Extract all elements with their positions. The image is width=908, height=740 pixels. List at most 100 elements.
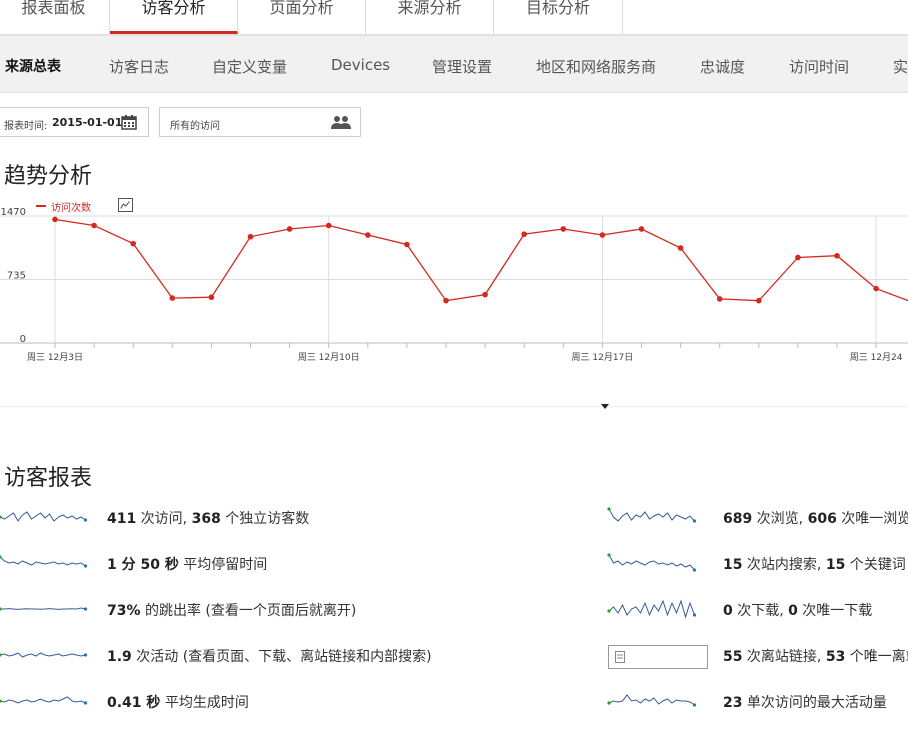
report-metric: 15 次站内搜索, 15 个关键词 bbox=[723, 554, 906, 574]
sparkline[interactable] bbox=[607, 689, 699, 713]
sparkline-marker bbox=[0, 515, 2, 519]
segment-selector[interactable]: 所有的访问 bbox=[159, 107, 361, 137]
data-point bbox=[365, 232, 371, 238]
data-point bbox=[208, 294, 215, 301]
tab-pages[interactable]: 页面分析 bbox=[238, 0, 366, 34]
subnav-custom-variables[interactable]: 自定义变量 bbox=[212, 58, 288, 76]
metric-value: 368 bbox=[191, 511, 221, 527]
sparkline-marker bbox=[607, 609, 611, 613]
metric-value: 53 bbox=[825, 649, 846, 665]
sparkline[interactable] bbox=[0, 505, 90, 529]
metric-value: 23 bbox=[723, 695, 743, 711]
chart-type-icon[interactable] bbox=[118, 198, 133, 212]
sparkline-path bbox=[0, 511, 86, 522]
sparkline[interactable] bbox=[0, 643, 90, 667]
subnav-overview[interactable]: 来源总表 bbox=[5, 59, 61, 75]
sparkline-marker bbox=[83, 607, 88, 611]
sparkline-marker bbox=[0, 555, 2, 559]
metric-value: 1 分 50 秒 bbox=[107, 557, 179, 573]
data-point bbox=[638, 226, 645, 232]
data-point bbox=[169, 295, 176, 301]
sparkline-marker bbox=[0, 699, 2, 703]
subnav-devices[interactable]: Devices bbox=[331, 56, 391, 74]
visitor-report-title: 访客报表 bbox=[4, 466, 93, 491]
sparkline-path bbox=[0, 696, 86, 704]
date-label: 报表时间: bbox=[4, 121, 48, 132]
subnav-visitor-log[interactable]: 访客日志 bbox=[109, 58, 170, 76]
expand-icon[interactable] bbox=[570, 403, 640, 413]
data-point bbox=[52, 216, 58, 223]
sparkline[interactable] bbox=[607, 505, 699, 529]
metric-label: 次离站链接, bbox=[742, 649, 826, 665]
data-point bbox=[325, 222, 332, 229]
sparkline-marker bbox=[83, 518, 88, 522]
sparkline-marker bbox=[0, 653, 2, 657]
report-metric: 73% 的跳出率 (查看一个页面后就离开) bbox=[107, 600, 356, 620]
data-point bbox=[756, 297, 762, 304]
data-point bbox=[91, 222, 97, 229]
subnav-more[interactable]: 实 bbox=[893, 58, 908, 76]
data-point bbox=[716, 296, 723, 302]
metric-label: 个独立访客数 bbox=[220, 511, 310, 527]
tab-dashboard[interactable]: 报表面板 bbox=[0, 0, 110, 34]
sparkline[interactable] bbox=[607, 597, 699, 621]
tab-referrers[interactable]: 来源分析 bbox=[366, 0, 494, 34]
tab-goals[interactable]: 目标分析 bbox=[494, 0, 623, 34]
sparkline-marker bbox=[692, 519, 697, 523]
subnav-settings[interactable]: 管理设置 bbox=[432, 58, 493, 76]
metric-value: 15 bbox=[825, 557, 846, 573]
metric-label: 次站内搜索, bbox=[742, 557, 826, 573]
sparkline[interactable] bbox=[0, 597, 90, 621]
data-point bbox=[286, 226, 293, 232]
x-tick-label: 周三 12月17日 bbox=[572, 352, 634, 363]
metric-value: 0 bbox=[723, 603, 733, 619]
sparkline-path bbox=[0, 556, 86, 567]
sparkline-loading bbox=[608, 645, 708, 669]
data-point bbox=[834, 252, 840, 259]
subnav-visit-times[interactable]: 访问时间 bbox=[789, 58, 850, 76]
metric-label: 的跳出率 (查看一个页面后就离开) bbox=[140, 603, 357, 619]
metric-label: 次访问, bbox=[136, 511, 192, 527]
metric-label: 次浏览, bbox=[752, 511, 808, 527]
tab-visitors[interactable]: 访客分析 bbox=[110, 0, 238, 34]
sparkline-marker bbox=[692, 568, 697, 572]
sparkline-marker bbox=[0, 607, 2, 611]
sparkline[interactable] bbox=[0, 551, 90, 575]
y-tick-label: 0 bbox=[20, 334, 26, 345]
metric-value: 73% bbox=[107, 603, 141, 619]
trend-chart: 0 735 1470 周三 12月3日 周三 12月10日 周三 12月17日 周三 12月… bbox=[0, 207, 908, 363]
sparkline-marker bbox=[692, 703, 697, 707]
subnav-locations-provider[interactable]: 地区和网络服务商 bbox=[536, 58, 657, 76]
sparkline[interactable] bbox=[607, 551, 699, 575]
data-point bbox=[443, 297, 449, 304]
metric-label: 次唯一浏览 bbox=[836, 511, 908, 527]
data-point bbox=[521, 231, 527, 237]
sparkline-path bbox=[608, 599, 695, 619]
legend-label[interactable]: 访问次数 bbox=[51, 203, 91, 214]
metric-value: 0 bbox=[788, 603, 798, 619]
users-icon bbox=[331, 116, 351, 129]
metric-label: 平均生成时间 bbox=[160, 695, 249, 711]
sparkline-marker bbox=[607, 553, 611, 557]
data-point bbox=[247, 233, 254, 240]
report-metric: 411 次访问, 368 个独立访客数 bbox=[107, 508, 309, 528]
calendar-icon[interactable] bbox=[121, 114, 137, 130]
date-selector[interactable]: 报表时间: 2015-01-01 bbox=[0, 107, 149, 137]
data-point bbox=[873, 285, 879, 292]
subnav-engagement[interactable]: 忠诚度 bbox=[700, 58, 746, 76]
sparkline[interactable] bbox=[0, 689, 90, 713]
document-icon bbox=[615, 651, 625, 663]
legend-swatch bbox=[36, 205, 46, 207]
report-metric: 23 单次访问的最大活动量 bbox=[723, 692, 887, 712]
trend-title: 趋势分析 bbox=[4, 164, 93, 189]
sparkline-marker bbox=[607, 701, 611, 705]
metric-value: 411 bbox=[107, 511, 137, 527]
report-metric: 55 次离站链接, 53 个唯一离站链接 bbox=[723, 646, 908, 666]
data-point bbox=[482, 291, 488, 298]
sparkline-path bbox=[608, 508, 695, 522]
metric-value: 55 bbox=[723, 649, 743, 665]
metric-value: 606 bbox=[807, 511, 837, 527]
series-line bbox=[54, 218, 908, 302]
report-metric: 0.41 秒 平均生成时间 bbox=[107, 692, 249, 712]
data-point bbox=[404, 241, 410, 248]
